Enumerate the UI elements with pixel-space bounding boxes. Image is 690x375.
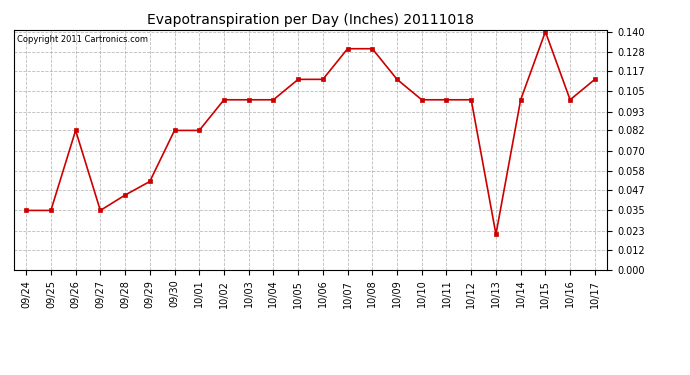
Text: Copyright 2011 Cartronics.com: Copyright 2011 Cartronics.com xyxy=(17,35,148,44)
Title: Evapotranspiration per Day (Inches) 20111018: Evapotranspiration per Day (Inches) 2011… xyxy=(147,13,474,27)
